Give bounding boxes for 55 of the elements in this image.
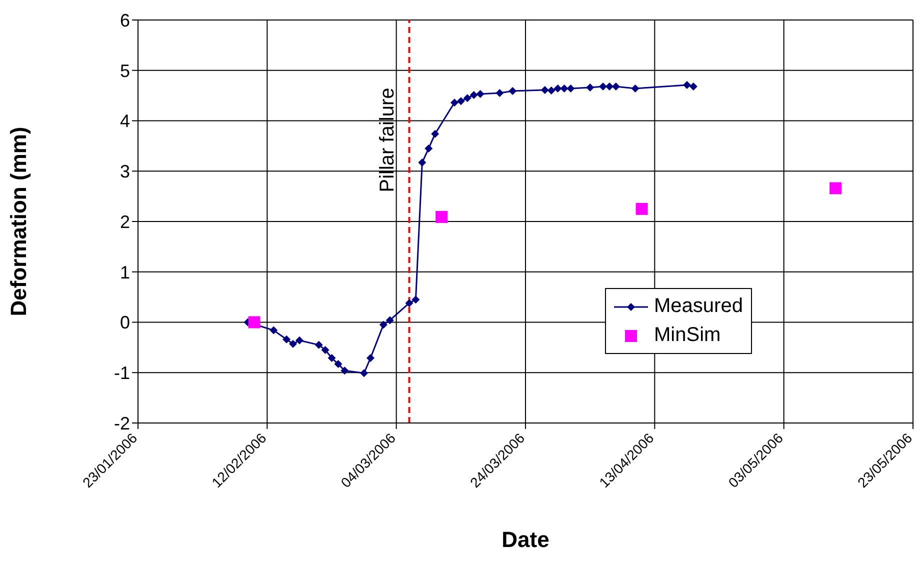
legend-label: MinSim bbox=[654, 323, 721, 348]
point bbox=[314, 340, 323, 349]
point bbox=[560, 84, 568, 93]
point bbox=[328, 354, 336, 362]
point bbox=[436, 210, 448, 223]
point bbox=[554, 84, 562, 93]
point bbox=[450, 98, 458, 107]
point bbox=[405, 299, 414, 308]
point bbox=[248, 316, 260, 328]
point bbox=[599, 82, 607, 90]
point bbox=[360, 369, 368, 378]
point bbox=[334, 360, 342, 368]
point bbox=[386, 316, 394, 324]
point bbox=[612, 82, 620, 90]
point bbox=[412, 296, 420, 304]
ref-line-label: Pillar failure bbox=[376, 88, 398, 192]
y-tick-label: 3 bbox=[120, 162, 130, 182]
y-tick-label: -1 bbox=[114, 363, 130, 384]
point bbox=[566, 84, 575, 93]
point bbox=[636, 202, 648, 215]
y-tick-label: 1 bbox=[120, 262, 130, 282]
point bbox=[431, 130, 440, 138]
point bbox=[586, 84, 594, 92]
x-axis-title: Date bbox=[502, 527, 550, 552]
point bbox=[366, 354, 374, 362]
point bbox=[463, 94, 472, 102]
point bbox=[540, 86, 549, 94]
y-tick-label: 6 bbox=[120, 10, 130, 30]
point bbox=[605, 82, 614, 90]
y-tick-label: 4 bbox=[120, 111, 130, 132]
point bbox=[295, 336, 304, 344]
point bbox=[689, 82, 698, 90]
y-tick-label: 5 bbox=[120, 60, 130, 81]
point bbox=[418, 158, 426, 167]
point bbox=[379, 320, 388, 329]
point bbox=[282, 335, 291, 344]
point bbox=[470, 91, 478, 100]
point bbox=[682, 80, 691, 89]
point bbox=[270, 326, 278, 334]
point bbox=[830, 182, 842, 194]
point bbox=[340, 366, 349, 375]
y-axis-title: Deformation (mm) bbox=[6, 126, 31, 316]
legend-label: Measured bbox=[654, 294, 743, 319]
point bbox=[631, 84, 640, 93]
point bbox=[321, 346, 330, 354]
point bbox=[476, 90, 484, 98]
y-tick-label: 2 bbox=[120, 212, 130, 232]
point bbox=[508, 87, 517, 96]
y-tick-label: 0 bbox=[120, 312, 130, 333]
point bbox=[424, 144, 433, 152]
point bbox=[289, 340, 297, 348]
point bbox=[547, 86, 556, 95]
point bbox=[496, 89, 504, 98]
y-tick-label: -2 bbox=[114, 413, 130, 434]
point bbox=[456, 97, 465, 106]
